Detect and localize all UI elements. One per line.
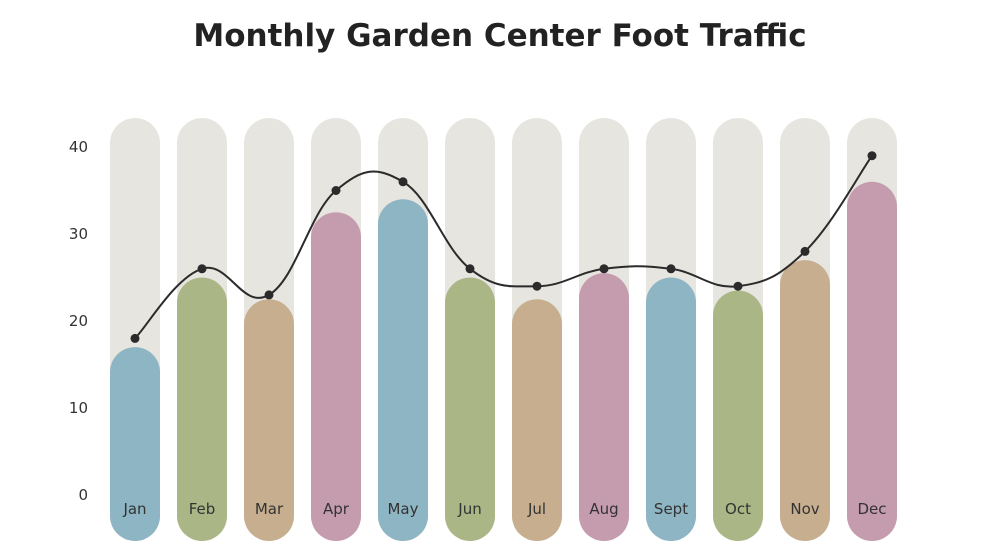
x-tick-label-mar: Mar bbox=[255, 500, 284, 518]
line-point-aug bbox=[599, 264, 609, 274]
bar-aug bbox=[579, 273, 629, 541]
chart-title: Monthly Garden Center Foot Traffic bbox=[193, 18, 807, 54]
x-tick-label-nov: Nov bbox=[790, 500, 819, 518]
bar-sept bbox=[646, 277, 696, 541]
x-tick-label-feb: Feb bbox=[189, 500, 216, 518]
line-point-jan bbox=[130, 333, 140, 343]
x-tick-label-apr: Apr bbox=[323, 500, 350, 518]
x-tick-label-jul: Jul bbox=[527, 500, 546, 518]
bar-tracks bbox=[110, 118, 897, 541]
x-tick-label-jun: Jun bbox=[457, 500, 481, 518]
x-tick-label-may: May bbox=[387, 500, 418, 518]
bar-oct bbox=[713, 290, 763, 541]
x-tick-label-jan: Jan bbox=[122, 500, 146, 518]
bar-feb bbox=[177, 277, 227, 541]
bar-jul bbox=[512, 299, 562, 541]
x-axis-labels: Jan Feb Mar Apr May Jun Jul Aug Sept Oct Nov Dec bbox=[122, 500, 886, 518]
bar-may bbox=[378, 199, 428, 541]
bar-apr bbox=[311, 212, 361, 541]
line-point-dec bbox=[867, 151, 877, 161]
y-tick-label-40: 40 bbox=[69, 138, 88, 156]
y-tick-label-10: 10 bbox=[69, 399, 88, 417]
x-tick-label-dec: Dec bbox=[857, 500, 886, 518]
bar-mar bbox=[244, 299, 294, 541]
x-tick-label-oct: Oct bbox=[725, 500, 751, 518]
line-point-apr bbox=[331, 186, 341, 195]
y-axis-ticks: 0 10 20 30 40 bbox=[69, 138, 88, 504]
line-point-oct bbox=[733, 281, 743, 291]
trend-line-path bbox=[134, 155, 873, 340]
bar-jun bbox=[445, 277, 495, 541]
line-point-feb bbox=[197, 264, 207, 274]
x-tick-label-aug: Aug bbox=[589, 500, 618, 518]
x-tick-label-sept: Sept bbox=[654, 500, 688, 518]
line-point-sept bbox=[666, 264, 676, 274]
bars bbox=[110, 181, 897, 542]
line-point-may bbox=[398, 177, 408, 187]
trend-line bbox=[130, 151, 877, 343]
bar-nov bbox=[780, 260, 830, 541]
y-tick-label-20: 20 bbox=[69, 312, 88, 330]
line-point-jul bbox=[532, 281, 542, 291]
bar-dec bbox=[847, 181, 897, 542]
y-tick-label-30: 30 bbox=[69, 225, 88, 243]
bar-jan bbox=[110, 347, 160, 541]
line-point-mar bbox=[264, 290, 274, 300]
y-tick-label-0: 0 bbox=[78, 486, 88, 504]
line-point-nov bbox=[800, 246, 810, 256]
line-point-jun bbox=[465, 264, 475, 274]
